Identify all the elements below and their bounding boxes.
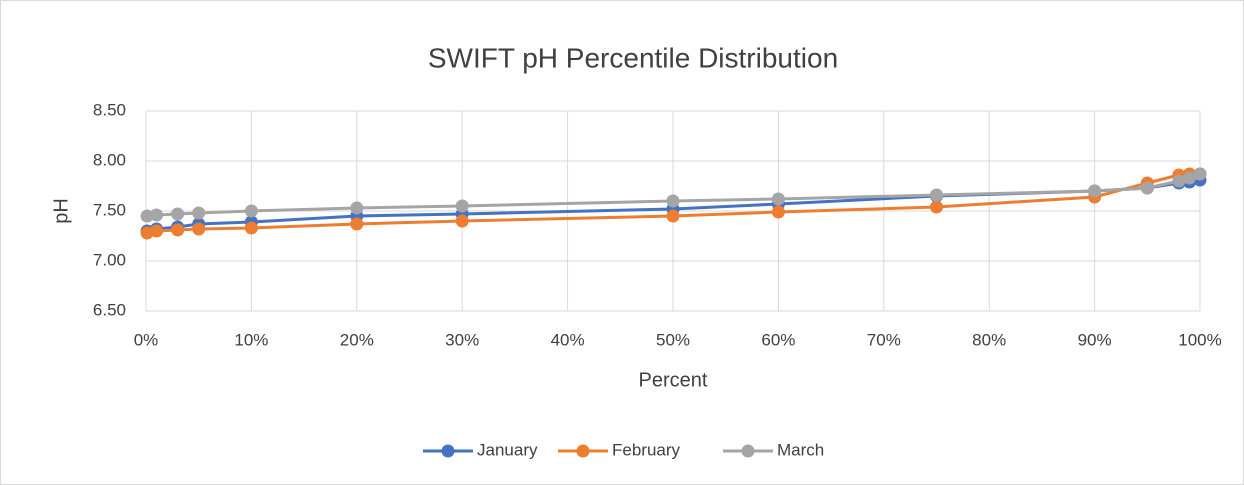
legend-label: March — [777, 440, 824, 459]
legend-label: January — [477, 440, 538, 459]
x-tick-label: 80% — [972, 330, 1006, 349]
x-tick-label: 90% — [1078, 330, 1112, 349]
y-tick-label: 8.00 — [93, 150, 126, 169]
point — [930, 188, 943, 202]
point — [150, 208, 164, 222]
legend-marker — [441, 444, 455, 458]
legend-marker — [576, 444, 590, 458]
point — [666, 194, 680, 208]
point — [1172, 174, 1186, 188]
y-axis-label: pH — [50, 198, 72, 224]
point — [930, 200, 943, 214]
y-tick-label: 7.00 — [93, 250, 126, 269]
y-tick-label: 7.50 — [93, 200, 126, 219]
y-tick-label: 6.50 — [93, 300, 126, 319]
x-tick-label: 100% — [1178, 330, 1221, 349]
point — [350, 217, 364, 231]
x-tick-label: 20% — [340, 330, 374, 349]
point — [244, 204, 258, 218]
point — [666, 209, 680, 223]
point — [771, 192, 785, 206]
legend-marker — [741, 444, 755, 458]
x-tick-label: 70% — [867, 330, 901, 349]
x-tick-label: 30% — [445, 330, 479, 349]
point — [1088, 184, 1102, 198]
chart-title: SWIFT pH Percentile Distribution — [428, 42, 838, 73]
x-tick-label: 10% — [234, 330, 268, 349]
point — [771, 205, 785, 219]
point — [1140, 181, 1154, 195]
point — [140, 209, 154, 223]
x-tick-label: 40% — [551, 330, 585, 349]
point — [150, 224, 164, 238]
point — [1193, 167, 1207, 181]
point — [455, 214, 469, 228]
x-tick-label: 60% — [761, 330, 795, 349]
y-tick-label: 8.50 — [93, 100, 126, 119]
point — [192, 222, 206, 236]
point — [455, 199, 469, 213]
x-axis-label: Percent — [639, 369, 708, 391]
point — [1182, 171, 1196, 185]
point — [192, 206, 206, 220]
point — [171, 223, 185, 237]
point — [244, 221, 258, 235]
x-tick-label: 50% — [656, 330, 690, 349]
point — [350, 201, 364, 215]
legend-label: February — [612, 440, 681, 459]
x-tick-label: 0% — [134, 330, 159, 349]
point — [171, 207, 185, 221]
